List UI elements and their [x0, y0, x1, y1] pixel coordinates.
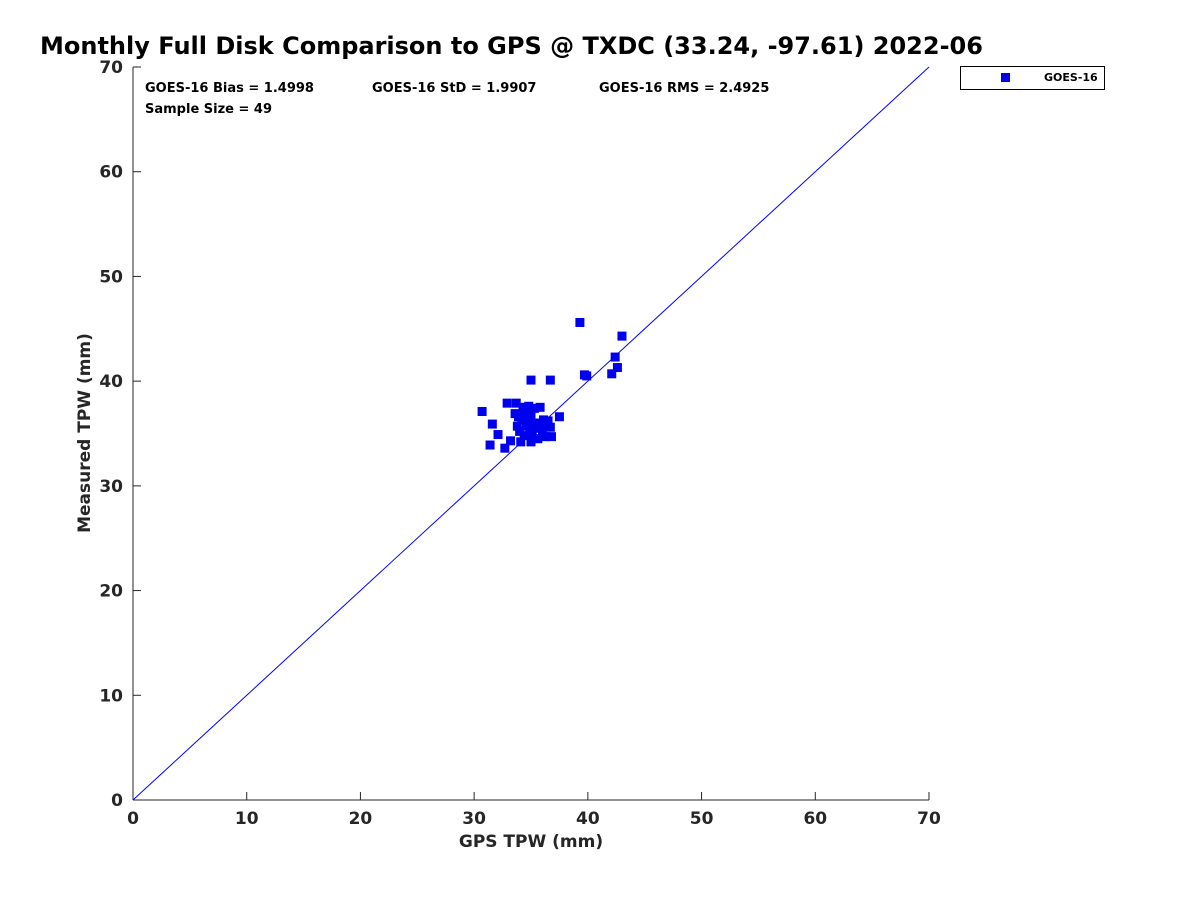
- legend-marker-goes-16: [1001, 73, 1010, 82]
- legend-label-goes-16: GOES-16: [1044, 71, 1098, 84]
- data-point: [477, 407, 487, 417]
- data-point: [485, 440, 495, 450]
- x-tick-label: 70: [917, 809, 941, 829]
- data-point: [525, 413, 535, 423]
- data-point: [607, 369, 617, 379]
- data-point: [500, 443, 510, 453]
- data-point: [519, 405, 529, 415]
- x-tick-label: 50: [690, 809, 714, 829]
- data-point: [516, 437, 526, 447]
- x-tick-label: 30: [462, 809, 486, 829]
- y-tick-label: 0: [111, 791, 123, 811]
- data-point: [554, 412, 564, 422]
- x-tick-label: 40: [576, 809, 600, 829]
- y-axis-label: Measured TPW (mm): [75, 333, 95, 533]
- x-axis-label: GPS TPW (mm): [459, 832, 603, 852]
- y-tick-label: 70: [99, 58, 123, 78]
- data-point: [617, 331, 627, 341]
- data-point: [610, 352, 620, 362]
- y-tick-label: 30: [99, 477, 123, 497]
- data-point: [532, 418, 542, 428]
- y-tick-label: 40: [99, 372, 123, 392]
- data-point: [487, 419, 497, 429]
- data-point: [511, 398, 521, 408]
- data-point: [526, 437, 536, 447]
- data-point: [545, 422, 555, 432]
- x-tick-label: 10: [235, 809, 259, 829]
- data-point: [512, 421, 522, 431]
- legend-box: [960, 66, 1105, 90]
- chart-title: Monthly Full Disk Comparison to GPS @ TX…: [40, 32, 983, 60]
- data-point: [529, 403, 539, 413]
- stat-rms: GOES-16 RMS = 2.4925: [599, 81, 769, 96]
- data-point: [527, 430, 537, 440]
- data-point: [519, 431, 529, 441]
- data-point: [612, 363, 622, 373]
- stat-sample-size: Sample Size = 49: [145, 102, 272, 117]
- data-point: [545, 375, 555, 385]
- x-tick-label: 20: [349, 809, 373, 829]
- data-point: [493, 430, 503, 440]
- y-tick-label: 50: [99, 267, 123, 287]
- stat-std: GOES-16 StD = 1.9907: [372, 81, 536, 96]
- data-point: [513, 412, 523, 422]
- y-tick-label: 10: [99, 686, 123, 706]
- data-point: [535, 423, 545, 433]
- data-point: [539, 415, 549, 425]
- y-tick-label: 60: [99, 163, 123, 183]
- data-point: [515, 426, 525, 436]
- data-point: [506, 436, 516, 446]
- data-point: [535, 402, 545, 412]
- data-point: [521, 421, 531, 431]
- data-point: [582, 371, 592, 381]
- y-tick-label: 20: [99, 582, 123, 602]
- data-point: [502, 398, 512, 408]
- legend: GOES-16: [960, 66, 1105, 90]
- data-point: [543, 416, 553, 426]
- data-point: [533, 434, 543, 444]
- data-point: [575, 318, 585, 328]
- data-point: [526, 375, 536, 385]
- data-point: [541, 432, 551, 442]
- data-point: [546, 432, 556, 442]
- x-tick-label: 60: [803, 809, 827, 829]
- stat-bias: GOES-16 Bias = 1.4998: [145, 81, 314, 96]
- data-point: [524, 401, 534, 411]
- plot-area: 0 10 20 30 40 50 60 70 0 10 20 30 40 50 60 70: [99, 58, 941, 829]
- x-tick-label: 0: [127, 809, 139, 829]
